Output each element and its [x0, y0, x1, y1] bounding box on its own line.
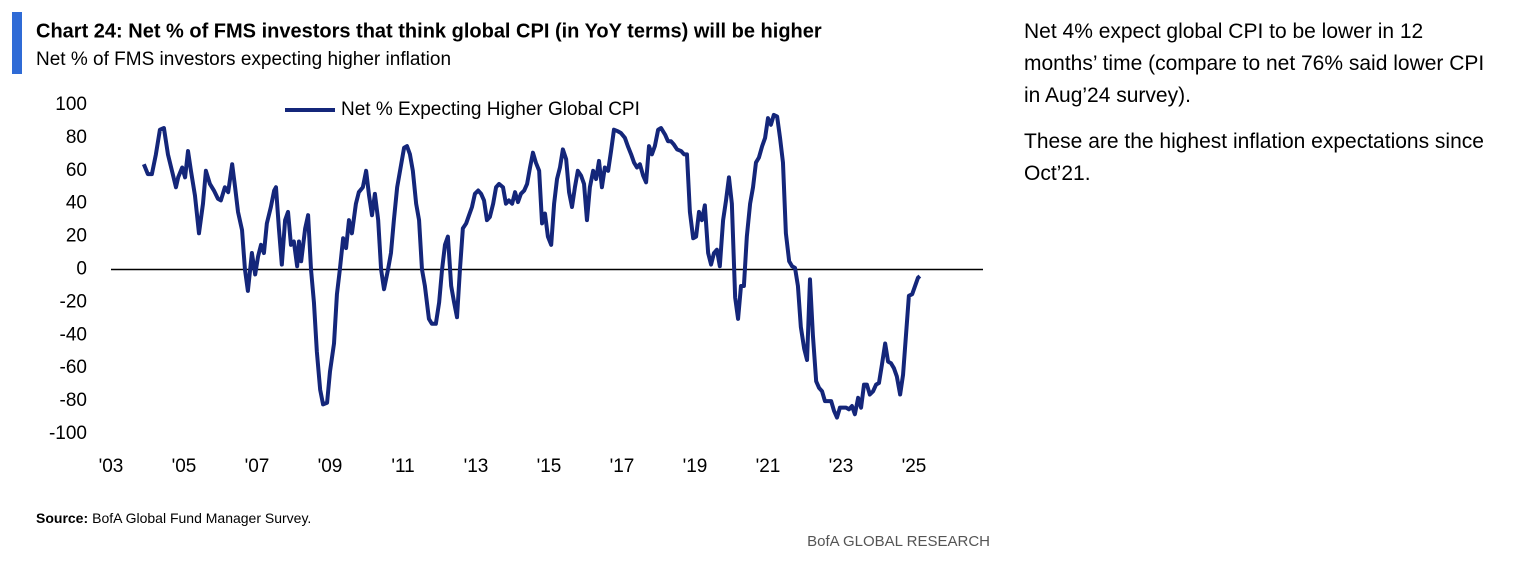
y-tick-label: 40	[66, 193, 87, 214]
x-tick-label: '15	[537, 456, 562, 477]
x-tick-label: '21	[756, 456, 781, 477]
notes: Net 4% expect global CPI to be lower in …	[1024, 16, 1496, 204]
x-tick-label: '03	[99, 456, 124, 477]
y-tick-label: -20	[60, 291, 87, 312]
x-tick-label: '11	[391, 456, 414, 477]
chart-title: Chart 24: Net % of FMS investors that th…	[36, 20, 822, 42]
legend-label: Net % Expecting Higher Global CPI	[341, 99, 640, 120]
source-label: Source:	[36, 510, 88, 526]
y-tick-label: 20	[66, 226, 87, 247]
brand: BofA GLOBAL RESEARCH	[807, 533, 990, 550]
x-tick-label: '07	[245, 456, 270, 477]
y-tick-label: -60	[60, 357, 87, 378]
x-tick-label: '17	[610, 456, 635, 477]
source: Source: BofA Global Fund Manager Survey.	[36, 510, 311, 526]
x-tick-label: '05	[172, 456, 197, 477]
x-tick-label: '09	[318, 456, 343, 477]
y-tick-label: 60	[66, 160, 87, 181]
title-accent	[12, 12, 22, 74]
y-tick-label: -100	[49, 423, 87, 444]
series-line	[141, 112, 922, 420]
x-tick-label: '23	[829, 456, 854, 477]
x-tick-label: '13	[464, 456, 489, 477]
note: These are the highest inflation expectat…	[1024, 130, 1484, 185]
note: Net 4% expect global CPI to be lower in …	[1024, 20, 1485, 107]
x-tick-label: '19	[683, 456, 708, 477]
y-tick-label: 80	[66, 127, 87, 148]
y-tick-label: 0	[76, 259, 87, 280]
y-tick-label: 100	[55, 94, 87, 115]
y-tick-label: -80	[60, 390, 87, 411]
chart: Chart 24: Net % of FMS investors that th…	[12, 12, 990, 550]
chart-subtitle: Net % of FMS investors expecting higher …	[36, 49, 451, 70]
x-tick-label: '25	[902, 456, 927, 477]
y-tick-label: -40	[60, 324, 87, 345]
source-text: BofA Global Fund Manager Survey.	[92, 510, 311, 526]
